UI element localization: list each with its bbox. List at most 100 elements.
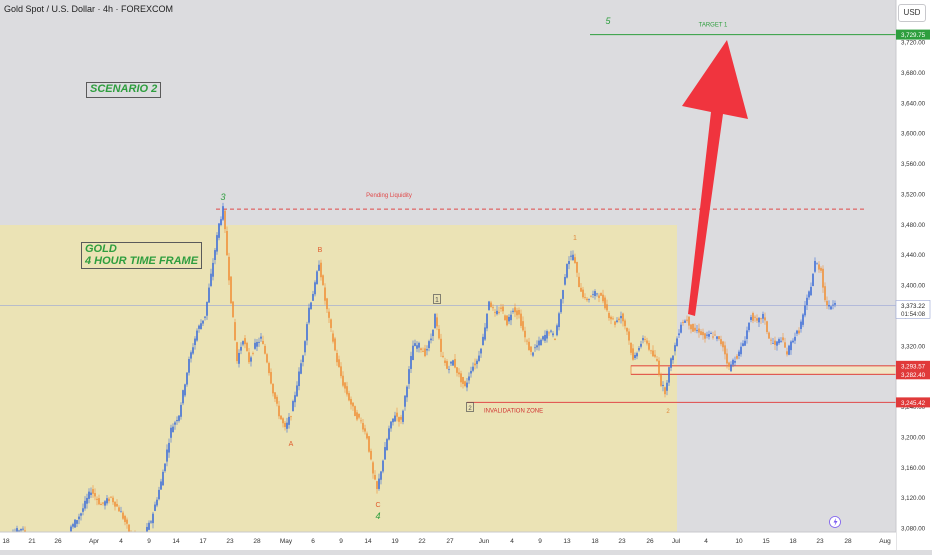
candle-body <box>604 298 606 309</box>
candle-body <box>164 464 166 471</box>
candle-body <box>680 325 682 333</box>
candle-body <box>184 384 186 395</box>
candle-body <box>390 422 392 429</box>
candle-body <box>798 330 800 333</box>
candle-body <box>240 347 242 351</box>
candle-body <box>342 376 344 386</box>
candle-body <box>478 356 480 361</box>
candle-body <box>518 310 520 315</box>
x-tick-label: 15 <box>762 538 770 545</box>
candle-body <box>520 314 522 326</box>
candle-body <box>204 316 206 317</box>
candle-body <box>222 206 224 220</box>
candle-body <box>262 341 264 344</box>
candle-body <box>690 324 692 329</box>
candle-body <box>558 313 560 327</box>
candle-body <box>522 321 524 330</box>
candle-body <box>658 361 660 375</box>
price-axis: 3,080.003,120.003,160.003,200.003,240.00… <box>896 0 932 550</box>
candle-body <box>590 296 592 297</box>
wave-label: 1 <box>573 235 577 242</box>
candle-body <box>404 396 406 407</box>
candle-body <box>392 419 394 423</box>
wave-label: 1 <box>435 297 439 304</box>
candle-body <box>622 314 624 322</box>
candle-body <box>562 290 564 299</box>
candle-body <box>654 355 656 357</box>
candle-body <box>610 317 612 319</box>
candle-body <box>426 349 428 350</box>
candle-body <box>472 367 474 371</box>
candle-body <box>20 529 22 531</box>
candle-body <box>116 504 118 506</box>
x-tick-label: 21 <box>28 538 36 545</box>
candle-body <box>330 319 332 328</box>
candle-body <box>394 416 396 422</box>
gold-label-line2: 4 HOUR TIME FRAME <box>85 256 198 268</box>
candle-body <box>464 381 466 386</box>
candle-body <box>648 343 650 350</box>
invalidation-label: INVALIDATION ZONE <box>484 408 543 414</box>
candle-body <box>180 405 182 417</box>
candle-body <box>668 367 670 382</box>
candle-body <box>174 422 176 424</box>
candle-body <box>662 385 664 386</box>
candle-body <box>84 501 86 509</box>
candle-body <box>738 352 740 356</box>
candle-body <box>368 436 370 452</box>
candle-body <box>734 361 736 363</box>
x-tick-label: 18 <box>2 538 10 545</box>
candle-body <box>150 521 152 522</box>
candle-body <box>264 346 266 354</box>
candle-body <box>556 325 558 335</box>
candle-body <box>156 500 158 506</box>
candle-body <box>332 333 334 341</box>
candle-body <box>338 359 340 367</box>
candle-body <box>704 333 706 338</box>
candle-body <box>148 523 150 530</box>
candle-body <box>198 326 200 329</box>
candle-body <box>498 312 500 313</box>
x-tick-label: 19 <box>391 538 399 545</box>
candle-body <box>88 492 90 499</box>
candle-body <box>682 322 684 323</box>
candle-body <box>752 313 754 321</box>
candle-body <box>660 374 662 385</box>
candle-body <box>624 320 626 326</box>
candle-body <box>402 411 404 422</box>
candle-body <box>322 275 324 285</box>
candle-body <box>494 312 496 313</box>
candle-body <box>488 301 490 309</box>
candle-body <box>808 291 810 297</box>
candle-body <box>72 524 74 527</box>
candle-body <box>468 376 470 380</box>
candle-body <box>546 331 548 338</box>
candle-body <box>576 262 578 273</box>
currency-button[interactable]: USD <box>898 4 926 22</box>
candle-body <box>788 346 790 355</box>
candle-body <box>480 349 482 354</box>
candle-body <box>736 356 738 359</box>
candle-body <box>438 329 440 338</box>
candle-body <box>532 353 534 356</box>
candle-body <box>712 336 714 337</box>
candle-body <box>702 332 704 335</box>
x-tick-label: 9 <box>339 538 343 545</box>
candle-body <box>646 340 648 343</box>
candle-body <box>416 345 418 348</box>
x-tick-label: 4 <box>119 538 123 545</box>
x-tick-label: 14 <box>364 538 372 545</box>
candle-body <box>496 311 498 314</box>
candle-body <box>664 387 666 394</box>
candle-body <box>282 418 284 423</box>
x-tick-label: 14 <box>172 538 180 545</box>
candle-body <box>694 328 696 331</box>
candle-body <box>634 355 636 358</box>
candle-body <box>360 420 362 421</box>
candle-body <box>698 329 700 333</box>
candle-body <box>802 314 804 324</box>
candle-body <box>248 352 250 362</box>
candle-body <box>302 355 304 362</box>
candle-body <box>692 324 694 332</box>
